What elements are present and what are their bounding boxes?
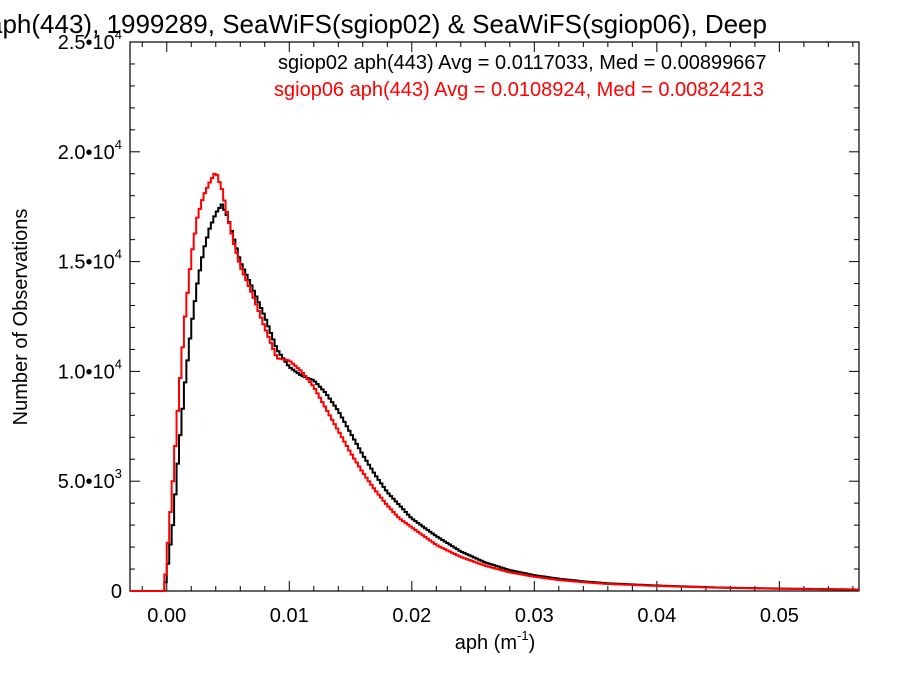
x-tick-label: 0.00 (147, 605, 186, 627)
y-tick-mantissa: 2.0•10 (58, 142, 115, 164)
y-tick-mantissa: 2.5•10 (58, 32, 115, 54)
x-axis-label-superscript: -1 (517, 628, 529, 643)
y-axis-label: Number of Observations (10, 209, 32, 426)
y-tick-label: 2.5•104 (58, 27, 122, 54)
y-tick-exponent: 4 (115, 356, 122, 371)
y-tick-mantissa: 1.0•10 (58, 361, 115, 383)
x-tick-label: 0.02 (392, 605, 431, 627)
x-axis-ticks: 0.00 0.01 0.02 0.03 0.04 0.05 (141, 42, 854, 627)
y-tick-label: 2.0•104 (58, 137, 122, 164)
y-tick-label: 0 (111, 581, 122, 603)
y-tick-exponent: 4 (115, 247, 122, 262)
x-axis-label-close: ) (529, 632, 536, 654)
y-tick-mantissa: 5.0•10 (58, 471, 115, 493)
x-tick-label: 0.01 (270, 605, 309, 627)
x-tick-label: 0.04 (637, 605, 676, 627)
y-tick-label: 1.0•104 (58, 356, 122, 383)
legend-entry-sgiop02: sgiop02 aph(443) Avg = 0.0117033, Med = … (278, 52, 767, 74)
y-tick-mantissa: 1.5•10 (58, 252, 115, 274)
y-tick-exponent: 4 (115, 27, 122, 42)
y-tick-label: 5.0•103 (58, 466, 122, 493)
x-tick-label: 0.03 (515, 605, 554, 627)
series-line-sgiop06 (130, 172, 859, 592)
chart-title: aph(443), 1999289, SeaWiFS(sgiop02) & Se… (0, 9, 767, 39)
y-tick-label: 1.5•104 (58, 247, 122, 274)
legend-entry-sgiop06: sgiop06 aph(443) Avg = 0.0108924, Med = … (274, 79, 764, 101)
y-tick-mantissa: 0 (111, 581, 122, 603)
plot-frame (129, 41, 860, 592)
x-axis-label-base: aph (m (455, 632, 517, 654)
series-layer (130, 172, 859, 592)
y-tick-exponent: 3 (115, 466, 122, 481)
x-axis-label: aph (m-1) (455, 628, 535, 654)
x-tick-label: 0.05 (760, 605, 799, 627)
y-tick-exponent: 4 (115, 137, 122, 152)
